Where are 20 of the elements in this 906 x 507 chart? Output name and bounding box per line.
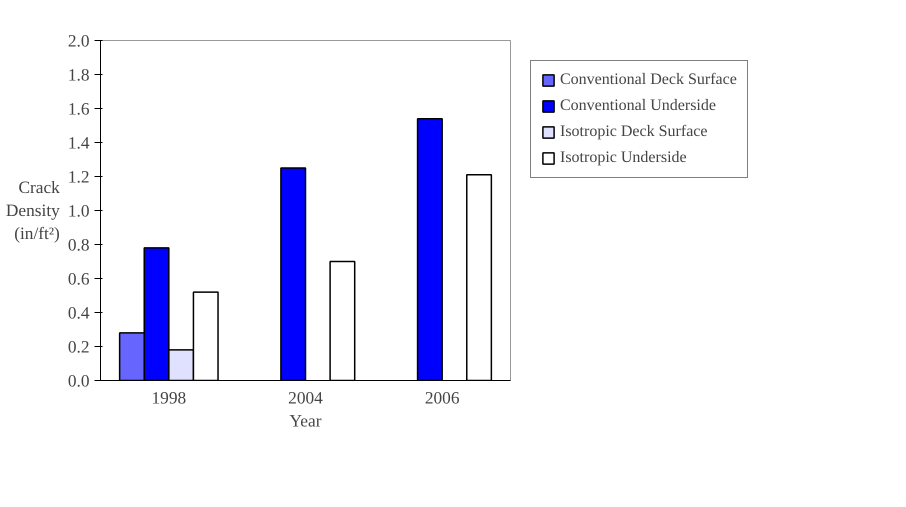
y-tick-label: 0.8 — [68, 236, 90, 254]
y-tick-label: 0.2 — [68, 338, 90, 356]
legend-label: Isotropic Underside — [560, 149, 687, 167]
x-tick-label: 2004 — [288, 388, 324, 408]
y-axis-title: Crack Density (in/ft²) — [6, 178, 60, 243]
y-tick-label: 1.8 — [68, 66, 90, 84]
legend-label: Conventional Underside — [560, 97, 716, 115]
legend-label: Isotropic Deck Surface — [560, 123, 708, 141]
x-axis-title: Year — [290, 412, 322, 430]
x-tick-label: 2006 — [424, 388, 460, 408]
y-tick-label: 1.2 — [68, 168, 90, 186]
y-tick-label: 0.6 — [68, 270, 90, 288]
y-tick-label: 0.0 — [68, 372, 90, 390]
y-tick-label: 0.4 — [68, 304, 90, 322]
y-tick-label: 1.4 — [68, 134, 90, 152]
y-tick-label: 1.6 — [68, 100, 90, 118]
legend-label: Conventional Deck Surface — [560, 71, 737, 89]
y-tick-label: 2.0 — [68, 32, 90, 50]
x-tick-label: 1998 — [152, 388, 186, 408]
y-tick-label: 1.0 — [68, 202, 90, 220]
